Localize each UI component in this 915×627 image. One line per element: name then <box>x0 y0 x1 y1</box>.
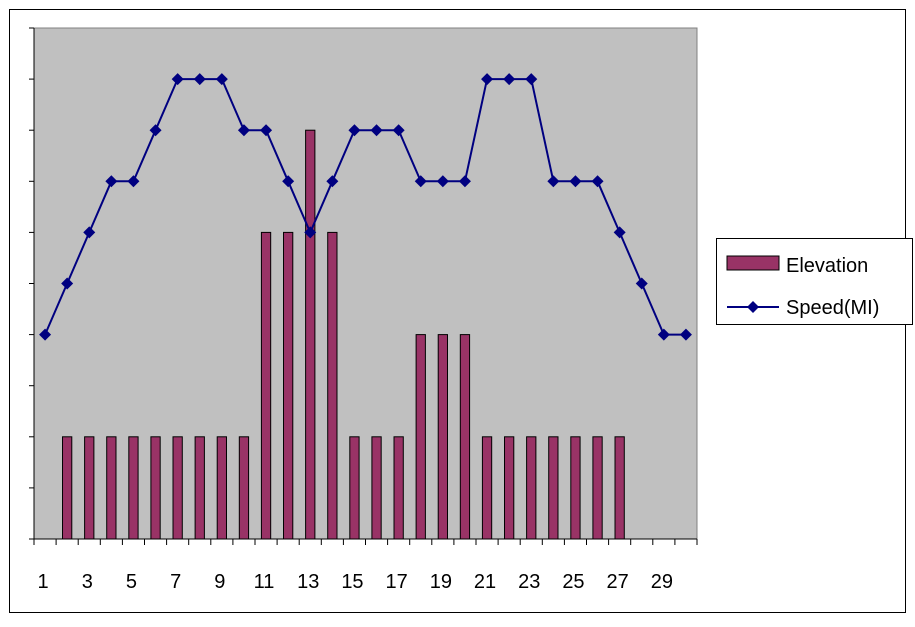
x-tick-label: 19 <box>430 571 452 593</box>
point-speed-11 <box>260 124 273 137</box>
point-speed-16 <box>370 124 383 137</box>
point-speed-17 <box>392 124 405 137</box>
point-speed-10 <box>237 124 250 137</box>
x-tick-label: 9 <box>214 571 225 593</box>
y-axis <box>29 27 35 540</box>
x-tick-label: 27 <box>607 571 629 593</box>
point-speed-5 <box>127 175 140 188</box>
point-speed-15 <box>348 124 361 137</box>
bar-elevation-25 <box>570 436 581 540</box>
point-speed-26 <box>591 175 604 188</box>
point-speed-8 <box>193 73 206 86</box>
x-tick-label: 25 <box>562 571 584 593</box>
bar-elevation-6 <box>150 436 161 540</box>
bar-elevation-17 <box>393 436 404 540</box>
bar-elevation-13 <box>305 129 316 540</box>
legend: Elevation Speed(MI) <box>716 238 913 325</box>
point-speed-30 <box>679 328 692 341</box>
bar-elevation-4 <box>106 436 117 540</box>
legend-label-speed: Speed(MI) <box>786 297 879 319</box>
x-tick-label: 13 <box>297 571 319 593</box>
point-speed-19 <box>436 175 449 188</box>
plot-area <box>33 27 698 540</box>
point-speed-22 <box>503 73 516 86</box>
x-tick-label: 21 <box>474 571 496 593</box>
bar-elevation-22 <box>504 436 515 540</box>
x-tick-label: 23 <box>518 571 540 593</box>
legend-box <box>716 238 913 325</box>
point-speed-21 <box>481 73 494 86</box>
point-speed-2 <box>61 277 74 290</box>
point-speed-1 <box>39 328 52 341</box>
point-speed-6 <box>149 124 162 137</box>
bar-elevation-8 <box>194 436 205 540</box>
bar-elevation-24 <box>548 436 559 540</box>
x-axis: 1 3 5 7 9 11 13 15 17 19 21 23 25 27 29 <box>33 538 698 593</box>
bar-elevation-3 <box>84 436 95 540</box>
bar-elevation-23 <box>526 436 537 540</box>
point-speed-18 <box>414 175 427 188</box>
point-speed-3 <box>83 226 96 239</box>
bar-elevation-10 <box>238 436 250 540</box>
bar-elevation-2 <box>62 436 73 540</box>
bar-elevation-19 <box>437 334 448 540</box>
x-tick-label: 1 <box>37 571 48 593</box>
x-tick-label: 7 <box>170 571 181 593</box>
point-speed-29 <box>657 328 670 341</box>
point-speed-25 <box>569 175 582 188</box>
bar-elevation-18 <box>415 334 426 540</box>
point-speed-4 <box>105 175 118 188</box>
x-tick-label: 17 <box>386 571 408 593</box>
point-speed-7 <box>171 73 184 86</box>
bar-elevation-26 <box>592 436 603 540</box>
x-tick-label: 5 <box>126 571 137 593</box>
point-speed-27 <box>613 226 626 239</box>
x-tick-label: 29 <box>651 571 673 593</box>
bar-elevation-20 <box>459 334 471 540</box>
bar-elevation-9 <box>216 436 227 540</box>
legend-label-elevation: Elevation <box>786 255 868 277</box>
bar-elevation-7 <box>172 436 183 540</box>
point-speed-12 <box>282 175 295 188</box>
point-speed-13 <box>304 226 317 239</box>
point-speed-20 <box>458 175 471 188</box>
x-tick-label: 3 <box>82 571 93 593</box>
point-speed-9 <box>215 73 228 86</box>
point-speed-14 <box>326 175 339 188</box>
bar-elevation-5 <box>128 436 139 540</box>
bar-elevation-16 <box>371 436 382 540</box>
bar-elevation-15 <box>349 436 360 540</box>
bar-elevation-11 <box>260 231 272 540</box>
point-speed-23 <box>525 73 538 86</box>
bar-elevation-14 <box>327 231 338 540</box>
legend-swatch-elevation <box>726 255 780 271</box>
point-speed-28 <box>635 277 648 290</box>
speed-line-layer <box>39 73 692 341</box>
point-speed-24 <box>547 175 560 188</box>
x-tick-label: 11 <box>254 571 275 593</box>
legend-marker-speed <box>747 301 759 313</box>
bar-elevation-27 <box>614 436 625 540</box>
bar-elevation-21 <box>481 436 493 540</box>
x-tick-label: 15 <box>341 571 363 593</box>
bar-elevation-12 <box>283 231 294 540</box>
